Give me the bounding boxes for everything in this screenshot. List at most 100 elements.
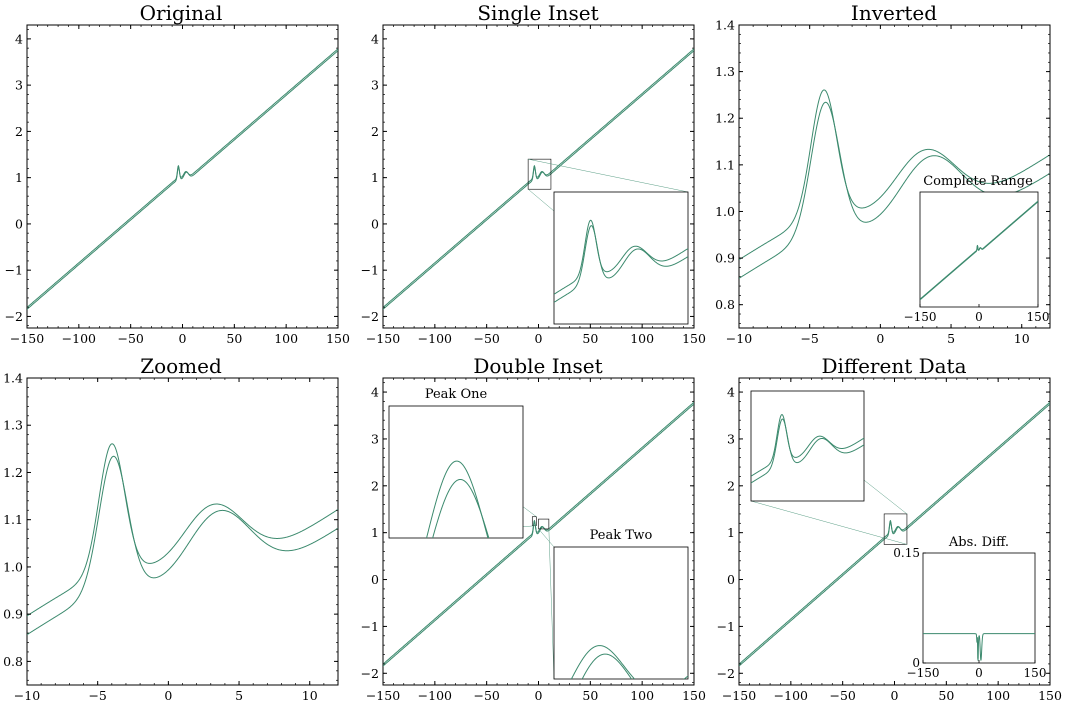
inset-layer [527, 158, 689, 325]
plot-area [27, 443, 338, 636]
y-tick-label: 1.0 [3, 559, 23, 574]
y-tick-label: 4 [371, 385, 379, 400]
inset-x-tick-label: 150 [1027, 310, 1050, 324]
inset-x-tick-label: −150 [904, 310, 937, 324]
x-tick-label: 5 [947, 331, 955, 346]
y-tick-label: 0 [727, 572, 735, 587]
inset-x-tick-label: 0 [975, 310, 983, 324]
panel-title: Original [140, 1, 223, 25]
y-tick-label: 1.4 [3, 371, 23, 386]
inset-label: Abs. Diff. [948, 535, 1009, 550]
y-tick-label: 2 [15, 124, 23, 139]
x-tick-label: 150 [682, 331, 706, 346]
series-line-1 [739, 89, 1050, 261]
axis-ticks: −10 −5 0 5 10 0.8 0.9 1.0 1.1 1.2 1.3 1.4 [715, 18, 1051, 346]
y-tick-label: −2 [361, 666, 379, 681]
inset-y-tick-label: 0 [912, 656, 920, 670]
x-tick-label: 150 [1038, 688, 1062, 703]
y-tick-label: −1 [717, 619, 735, 634]
panel-different-data: Different Data −150 −100 −50 0 50 100 150−2−10… [717, 354, 1062, 703]
x-tick-label: 50 [226, 331, 242, 346]
axes-frame [26, 377, 339, 686]
y-tick-label: −1 [5, 263, 23, 278]
y-tick-label: −2 [717, 666, 735, 681]
series-line-2 [581, 653, 633, 679]
x-tick-label: 100 [630, 331, 654, 346]
panel-title: Inverted [851, 1, 937, 25]
x-tick-label: 0 [535, 331, 543, 346]
y-tick-label: 1 [15, 170, 23, 185]
x-tick-label: −10 [14, 688, 40, 703]
y-tick-label: 1.4 [715, 18, 735, 33]
x-tick-label: −100 [418, 331, 452, 346]
connector-line [548, 528, 555, 680]
series-line-2 [751, 418, 864, 484]
x-tick-label: −5 [800, 331, 818, 346]
x-tick-label: 50 [582, 331, 598, 346]
series-line-1 [554, 219, 688, 295]
series-line-1 [751, 414, 864, 477]
plot-area [27, 48, 338, 310]
inset-frame [553, 191, 689, 325]
y-tick-label: 3 [371, 431, 379, 446]
series-line-2 [27, 50, 338, 310]
panel-original: Original −150 −100 −50 0 50 100 150 −2 −1 0 1 2 3 4 [5, 1, 350, 346]
y-tick-label: −1 [361, 619, 379, 634]
x-tick-label: −150 [10, 331, 44, 346]
y-tick-label: 1 [727, 525, 735, 540]
y-tick-label: 1.3 [715, 64, 735, 79]
inset-1: −150 0 150 Complete Range [904, 174, 1050, 324]
connector-line [528, 158, 689, 193]
series-line-1 [27, 48, 338, 308]
y-tick-label: 1.0 [715, 204, 735, 219]
x-tick-label: −100 [774, 688, 808, 703]
y-tick-label: 0.8 [3, 654, 23, 669]
x-tick-label: 50 [582, 688, 598, 703]
series-line-2 [383, 403, 694, 667]
x-tick-label: −100 [418, 688, 452, 703]
inset-frame [922, 552, 1036, 664]
x-tick-label: 0 [891, 688, 899, 703]
panel-zoomed: Zoomed −10 −5 0 5 10 0.8 0.9 1.0 1.1 1.2 1.3 1.4 [3, 354, 339, 703]
connector-line [538, 528, 555, 548]
y-tick-label: 1.2 [3, 465, 23, 480]
inset-label: Peak One [425, 387, 488, 402]
x-tick-label: 0 [535, 688, 543, 703]
x-tick-label: 0 [876, 331, 884, 346]
inset-frame [553, 546, 689, 680]
series-line-2 [920, 201, 1038, 301]
axis-ticks: −150 −100 −50 0 50 100 150 −2 −1 0 1 2 3 4 [361, 25, 706, 346]
x-tick-label: −50 [473, 688, 499, 703]
y-tick-label: 3 [371, 78, 379, 93]
y-tick-label: 3 [727, 431, 735, 446]
series-line-abs-diff [923, 633, 1035, 661]
axis-ticks: −150 −100 −50 0 50 100 150 −2 −1 0 1 2 3 4 [361, 378, 706, 703]
axis-ticks: −10 −5 0 5 10 0.8 0.9 1.0 1.1 1.2 1.3 1.4 [3, 371, 339, 703]
x-tick-label: 5 [235, 688, 243, 703]
inset-2: Peak Two [538, 518, 689, 680]
y-tick-label: 2 [371, 124, 379, 139]
y-tick-label: 0.8 [715, 297, 735, 312]
inset-1: Peak One [388, 387, 537, 539]
inset-x-tick-label: 150 [1024, 666, 1047, 680]
axis-ticks: −150 −100 −50 0 50 100 150 −2 −1 0 1 2 3 4 [5, 25, 350, 346]
inset-layer: Peak One Peak Two [388, 387, 689, 680]
inset-label: Complete Range [923, 174, 1033, 189]
y-tick-label: 0.9 [715, 251, 735, 266]
inset-y-tick-label: 0.15 [893, 546, 920, 560]
axis-ticks: −150 −100 −50 0 50 100 150 −2 −1 0 1 2 3 4 [717, 378, 1062, 703]
y-tick-label: −2 [5, 309, 23, 324]
y-tick-label: 4 [15, 31, 23, 46]
inset-label: Peak Two [590, 528, 653, 543]
x-tick-label: −100 [62, 331, 96, 346]
series-line-2 [27, 455, 338, 636]
series-line-1 [570, 645, 688, 679]
panel-single-inset: Single Inset −150 −100 −50 0 50 100 150 −2 −1 0 1 2… [361, 1, 706, 346]
x-tick-label: 100 [630, 688, 654, 703]
series-line-1 [27, 443, 338, 617]
y-tick-label: −1 [361, 263, 379, 278]
x-tick-label: 150 [326, 331, 350, 346]
